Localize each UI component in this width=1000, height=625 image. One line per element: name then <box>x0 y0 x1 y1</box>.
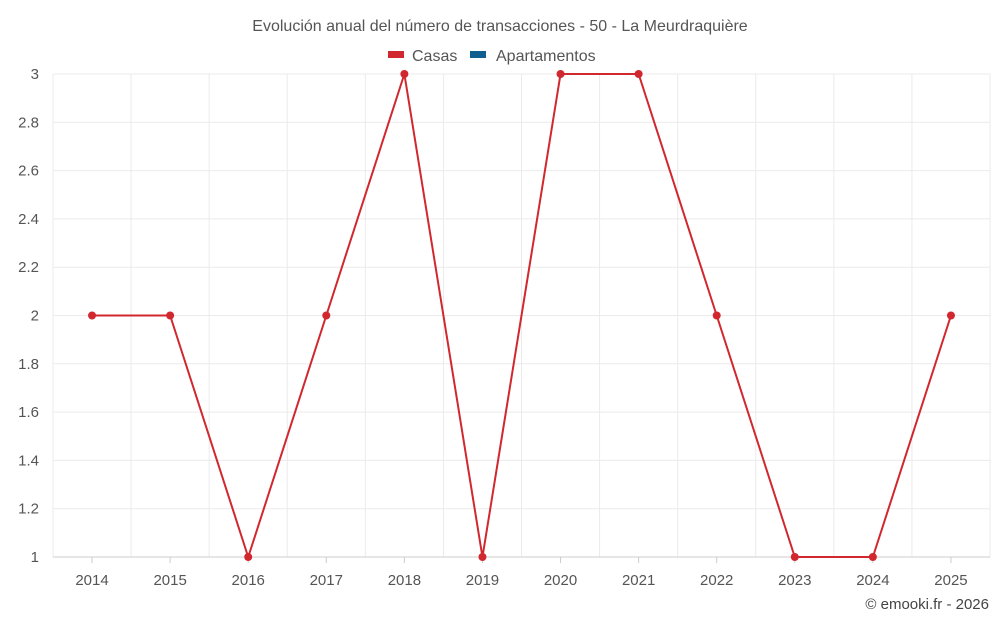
y-tick-label: 1.6 <box>18 404 39 421</box>
data-point[interactable] <box>166 311 175 320</box>
legend-label-apartamentos[interactable]: Apartamentos <box>496 48 596 65</box>
y-axis: 1 1.2 1.4 1.6 1.8 2 2.2 2.4 2.6 2.8 3 <box>18 66 39 566</box>
x-tick-label: 2025 <box>934 572 967 589</box>
y-tick-label: 3 <box>31 66 39 83</box>
y-tick-label: 2.8 <box>18 114 39 131</box>
x-tick-label: 2014 <box>75 572 108 589</box>
x-tick-label: 2016 <box>232 572 265 589</box>
x-axis: 2014 2015 2016 2017 2018 2019 2020 2021 2022 2023… <box>53 556 990 589</box>
legend: Casas Apartamentos <box>388 48 596 65</box>
chart-title: Evolución anual del número de transaccio… <box>252 18 748 35</box>
x-tick-label: 2020 <box>544 572 577 589</box>
data-point[interactable] <box>790 553 799 561</box>
x-tick-label: 2019 <box>466 572 499 589</box>
data-point[interactable] <box>88 311 97 320</box>
x-tick-label: 2024 <box>856 572 889 589</box>
x-tick-label: 2015 <box>153 572 186 589</box>
y-tick-label: 2.4 <box>18 211 39 228</box>
legend-swatch-apartamentos[interactable] <box>470 51 486 58</box>
legend-swatch-casas[interactable] <box>388 51 404 58</box>
data-point[interactable] <box>712 311 721 320</box>
y-tick-label: 1.2 <box>18 501 39 518</box>
y-tick-label: 2.2 <box>18 259 39 276</box>
x-tick-label: 2023 <box>778 572 811 589</box>
data-point[interactable] <box>244 553 253 561</box>
credit-text: © emooki.fr - 2026 <box>865 596 989 613</box>
data-point[interactable] <box>322 311 331 320</box>
legend-label-casas[interactable]: Casas <box>412 48 457 65</box>
series-casas <box>88 70 955 561</box>
y-tick-label: 1.8 <box>18 356 39 373</box>
data-point[interactable] <box>556 70 565 78</box>
data-point[interactable] <box>634 70 643 78</box>
x-tick-label: 2021 <box>622 572 655 589</box>
data-point[interactable] <box>868 553 877 561</box>
x-tick-label: 2017 <box>310 572 343 589</box>
data-point[interactable] <box>478 553 487 561</box>
y-tick-label: 2 <box>31 308 39 325</box>
x-tick-label: 2018 <box>388 572 421 589</box>
y-tick-label: 1 <box>31 549 39 566</box>
series-line <box>92 73 952 558</box>
y-tick-label: 1.4 <box>18 452 39 469</box>
x-tick-label: 2022 <box>700 572 733 589</box>
data-point[interactable] <box>400 70 409 78</box>
data-point[interactable] <box>946 311 955 320</box>
y-tick-label: 2.6 <box>18 163 39 180</box>
